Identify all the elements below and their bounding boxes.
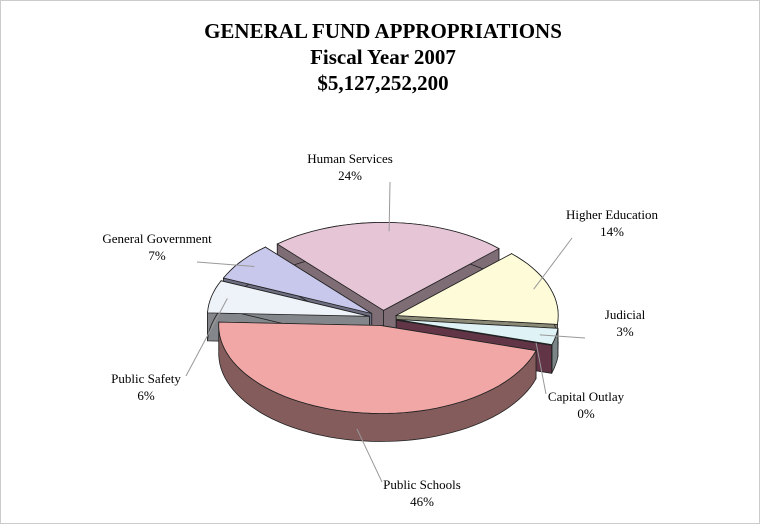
slice	[218, 321, 537, 414]
leader-line	[535, 342, 547, 395]
leader-line	[388, 181, 391, 232]
slice	[396, 319, 552, 346]
slice-value-label: 14%	[600, 224, 624, 239]
chart-title: GENERAL FUND APPROPRIATIONS	[204, 19, 562, 43]
leader-line	[196, 261, 255, 267]
chart-total: $5,127,252,200	[317, 71, 448, 95]
slice-value-label: 6%	[137, 388, 155, 403]
slice-label: Judicial	[605, 307, 646, 322]
slice-value-label: 3%	[616, 324, 634, 339]
slice-value-label: 46%	[410, 494, 434, 509]
leader-line	[185, 298, 228, 377]
slice-label: General Government	[102, 231, 212, 246]
slice	[207, 280, 370, 317]
slice-label: Higher Education	[566, 207, 659, 222]
slice-label: Capital Outlay	[548, 389, 625, 404]
slice	[222, 246, 372, 314]
slice-label: Human Services	[307, 151, 393, 166]
chart-subtitle: Fiscal Year 2007	[310, 45, 456, 69]
slice-label: Public Schools	[383, 477, 461, 492]
slice	[396, 319, 559, 346]
leader-line	[533, 237, 573, 290]
leader-line	[356, 428, 383, 483]
slice-value-label: 7%	[148, 248, 166, 263]
leader-line	[539, 334, 586, 339]
slice-label: Public Safety	[111, 371, 181, 386]
slice	[394, 253, 559, 325]
slice	[218, 321, 537, 442]
slice-value-label: 24%	[338, 168, 362, 183]
slice-value-label: 0%	[577, 406, 595, 421]
